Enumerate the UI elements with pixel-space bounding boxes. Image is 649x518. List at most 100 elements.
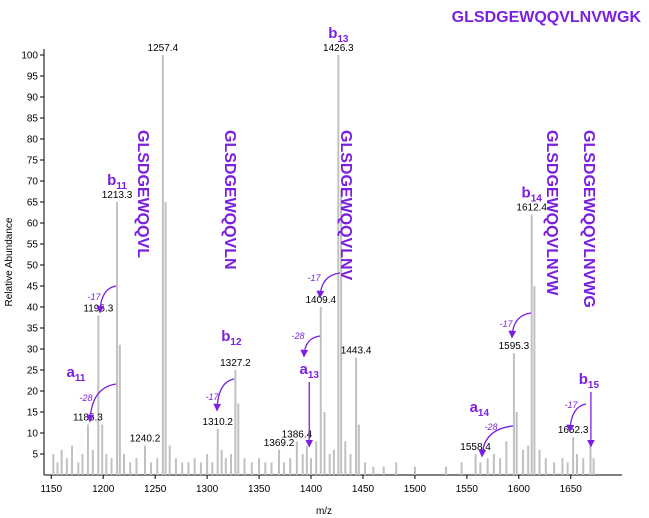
y-tick-label: 15 [27,408,39,419]
sequence-label: GLSDGEWQQVLN [221,130,238,270]
peak-bar [364,462,367,475]
x-tick-label: 1650 [560,484,583,495]
peak-bar [123,454,125,475]
peak-bar [168,445,171,475]
peak-bar [337,55,340,475]
peak-bar [289,458,292,475]
y-tick-label: 20 [27,387,39,398]
x-tick-label: 1450 [352,484,375,495]
peak-bar [332,449,335,475]
ion-label-b13: b13 [328,25,349,45]
peak-bar [566,462,569,475]
peak-label: 1185.3 [73,413,103,424]
peak-bar [250,462,253,475]
peak-bar [515,412,518,475]
peak-bar [150,462,153,475]
peak-bar [234,370,237,475]
x-tick-label: 1400 [300,484,323,495]
x-tick-label: 1350 [248,484,271,495]
peak-bar [264,462,267,475]
peak-bar [413,466,416,475]
peak-bar [243,458,246,475]
x-tick-label: 1500 [404,484,427,495]
peak-label: 1409.4 [305,295,336,306]
peak-bar [372,466,375,475]
peak-bar [105,454,108,475]
peak-bar [310,458,313,475]
peak-bar [193,458,196,475]
y-tick-label: 10 [27,429,39,440]
peak-bar [553,462,556,475]
axes: 5 10 15 20 25 30 35 40 45 50 55 60 65 70 75 80 85 90 95 100… [21,49,622,495]
peak-bar [116,202,119,475]
peak-bar [512,353,515,475]
peak-bar [357,424,360,475]
peak-bar [101,424,104,475]
peak-bar [56,462,59,475]
peak-bar [295,441,298,475]
peak-bar [258,458,261,475]
x-tick-label: 1150 [41,484,63,495]
y-tick-label: 30 [27,345,39,356]
peak-bar [589,445,592,475]
peak-label: 1612.4 [516,203,547,214]
peak-bar [60,449,63,475]
sequence-label: GLSDGEWQQVL [134,130,151,258]
peak-bar [156,458,159,475]
y-tick-label: 35 [27,324,39,335]
peak-bar [110,458,113,475]
peak-label: 1426.3 [323,43,354,54]
peak-bar [187,462,190,475]
peak-bar [86,424,89,475]
loss-arrow [478,425,514,458]
y-tick-label: 40 [27,303,39,314]
y-tick-label: 85 [27,114,39,125]
peak-bar [174,458,177,475]
peak-bar [181,462,184,475]
peak-bar [592,458,595,475]
peak-bar [533,286,536,475]
peak-bar [474,454,477,475]
peak-bar [278,449,281,475]
ion-label-b12: b12 [221,328,242,348]
peak-bar [544,458,547,475]
peak-bar [52,454,55,475]
y-tick-label: 80 [27,135,39,146]
loss-label: -17 [499,319,513,329]
peak-label: 1310.2 [202,417,233,428]
sequence-labels: GLSDGEWQQVL GLSDGEWQQVLN GLSDGEWQQVLNV GLSD… [134,130,597,308]
peak-bar [355,357,358,475]
loss-arrow [213,378,235,412]
loss-label: -28 [79,393,92,403]
peak-bar [270,462,273,475]
y-tick-label: 65 [27,198,39,209]
peak-bar [499,458,502,475]
peak-label: 1595.3 [499,341,530,352]
peak-bar [395,462,398,475]
loss-arrow [96,285,117,314]
peak-bars [52,55,595,475]
ion-label-b11: b11 [107,172,127,192]
peak-bar [77,462,80,475]
loss-arrow [508,312,532,339]
y-tick-label: 95 [27,72,39,83]
peak-bar [91,449,94,475]
peak-label: 1213.3 [102,190,133,201]
loss-arrow [86,383,117,423]
peak-label: 1558.4 [460,442,491,453]
y-axis-title: Relative Abundance [4,217,15,306]
peak-label: 1240.2 [130,434,161,445]
peak-bar [283,462,285,475]
peak-bar [460,462,463,475]
peak-bar [71,445,74,475]
ion-label-b14: b14 [522,185,543,205]
peak-bar [301,454,304,475]
peak-bar [129,462,132,475]
sequence-label: GLSDGEWQQVLNV [337,130,354,281]
x-tick-label: 1300 [196,484,219,495]
ion-label-b15: b15 [579,371,600,391]
peak-bar [538,449,541,475]
peak-label: 1443.4 [341,345,372,356]
